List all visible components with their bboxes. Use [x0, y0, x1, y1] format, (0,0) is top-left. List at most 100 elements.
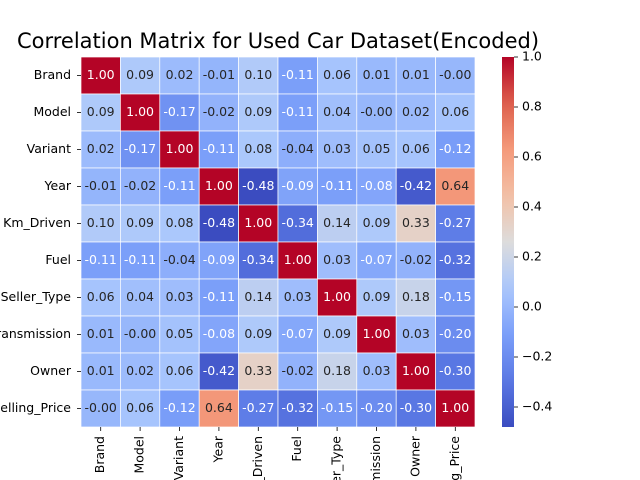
heatmap-cell	[395, 278, 436, 317]
cell-label: 0.09	[363, 289, 391, 304]
heatmap-cell	[395, 204, 436, 243]
cell-label: 0.09	[244, 326, 272, 341]
x-tick-label: Km_Driven	[250, 436, 265, 480]
heatmap-cell	[435, 56, 476, 95]
heatmap-cell	[435, 167, 476, 206]
cell-label: 0.01	[363, 67, 391, 82]
x-tick-label: Owner	[407, 435, 422, 477]
cell-label: 0.02	[402, 104, 430, 119]
cell-label: -0.02	[124, 178, 156, 193]
heatmap-cell	[159, 315, 200, 354]
cell-label: 1.00	[363, 326, 391, 341]
x-tick-label: Variant	[171, 436, 186, 480]
heatmap-cell	[356, 93, 397, 132]
cell-label: 0.09	[363, 215, 391, 230]
heatmap-cell	[356, 278, 397, 317]
y-tick-label: Km_Driven	[3, 215, 71, 230]
cell-label: -0.01	[203, 67, 235, 82]
cell-label: 0.03	[363, 363, 391, 378]
cell-label: 0.03	[323, 141, 351, 156]
cell-label: 0.04	[323, 104, 351, 119]
heatmap-cell	[435, 352, 476, 391]
cell-label: -0.11	[282, 104, 314, 119]
cell-label: 0.06	[441, 104, 469, 119]
heatmap-cell	[120, 130, 161, 169]
heatmap-cell	[356, 352, 397, 391]
heatmap-cell	[80, 167, 121, 206]
cell-label: -0.15	[321, 400, 353, 415]
cell-label: 0.09	[126, 67, 154, 82]
cell-label: 0.06	[126, 400, 154, 415]
y-tick-label: Brand	[34, 67, 71, 82]
x-tick-label: Year	[210, 435, 225, 463]
cell-label: -0.17	[124, 141, 156, 156]
x-tick-label: Model	[132, 436, 147, 474]
heatmap-cell	[356, 56, 397, 95]
cell-label: 1.00	[402, 363, 430, 378]
heatmap-cell	[277, 241, 318, 280]
y-tick-label: Model	[33, 104, 71, 119]
cell-label: 0.01	[402, 67, 430, 82]
cell-label: 0.03	[402, 326, 430, 341]
heatmap-cell	[356, 204, 397, 243]
chart-title: Correlation Matrix for Used Car Dataset(…	[17, 29, 539, 53]
heatmap-cell	[120, 56, 161, 95]
cell-label: 0.01	[87, 363, 115, 378]
heatmap-cell	[277, 56, 318, 95]
colorbar-tick-label: −0.4	[522, 399, 552, 414]
cell-label: 1.00	[166, 141, 194, 156]
colorbar	[502, 57, 514, 427]
cell-label: -0.09	[203, 252, 235, 267]
heatmap-cell	[356, 389, 397, 428]
heatmap-cell	[80, 241, 121, 280]
heatmap-cell	[317, 130, 358, 169]
heatmap-cell	[238, 389, 279, 428]
colorbar-tick-label: 0.8	[522, 99, 542, 114]
y-tick-label: Transmission	[0, 326, 71, 341]
cell-label: -0.12	[439, 141, 471, 156]
heatmap-cell	[317, 389, 358, 428]
heatmap-cell	[120, 204, 161, 243]
cell-label: 0.09	[87, 104, 115, 119]
heatmap-cell	[317, 352, 358, 391]
heatmap-cell	[317, 278, 358, 317]
cell-label: -0.00	[124, 326, 156, 341]
cell-label: 0.04	[126, 289, 154, 304]
cell-label: -0.34	[282, 215, 314, 230]
heatmap-cell	[198, 389, 239, 428]
heatmap-cell	[120, 352, 161, 391]
heatmap-cell	[395, 315, 436, 354]
cell-label: -0.30	[400, 400, 432, 415]
heatmap-cell	[80, 56, 121, 95]
heatmap-cell	[395, 167, 436, 206]
cell-label: 0.14	[323, 215, 351, 230]
heatmap-cell	[159, 56, 200, 95]
y-tick-label: Selling_Price	[0, 400, 71, 415]
heatmap-cell	[159, 204, 200, 243]
heatmap-cell	[277, 93, 318, 132]
heatmap-cell	[356, 130, 397, 169]
cell-label: -0.27	[439, 215, 471, 230]
heatmap-cell	[120, 315, 161, 354]
heatmap-cell	[277, 204, 318, 243]
cell-label: -0.04	[163, 252, 195, 267]
cell-label: 0.05	[363, 141, 391, 156]
cell-label: 0.10	[244, 67, 272, 82]
cell-label: -0.34	[242, 252, 274, 267]
x-tick-label: Brand	[92, 436, 107, 473]
cell-label: 0.03	[166, 289, 194, 304]
cell-label: 0.14	[244, 289, 272, 304]
cell-label: -0.07	[360, 252, 392, 267]
heatmap-cell	[277, 278, 318, 317]
cell-label: -0.02	[203, 104, 235, 119]
heatmap-cell	[435, 315, 476, 354]
heatmap-cell	[277, 167, 318, 206]
x-tick-label: Fuel	[289, 436, 304, 462]
y-tick-label: Seller_Type	[1, 289, 72, 304]
cell-label: 0.01	[87, 326, 115, 341]
heatmap-cell	[435, 93, 476, 132]
cell-label: -0.00	[439, 67, 471, 82]
cell-label: -0.11	[203, 141, 235, 156]
heatmap-cell	[238, 130, 279, 169]
cell-label: -0.08	[360, 178, 392, 193]
